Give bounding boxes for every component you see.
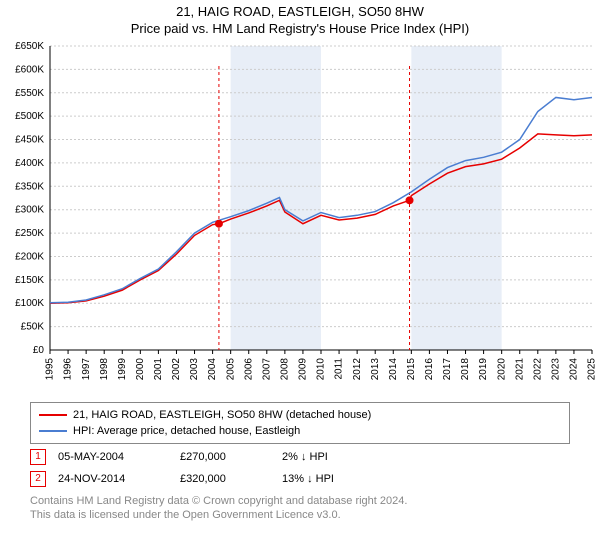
svg-text:1997: 1997 [81,357,92,380]
svg-text:2012: 2012 [352,357,363,380]
svg-text:1999: 1999 [117,357,128,380]
footer-line: This data is licensed under the Open Gov… [30,508,570,522]
svg-text:£500K: £500K [15,111,44,122]
svg-text:£350K: £350K [15,181,44,192]
svg-text:£150K: £150K [15,275,44,286]
legend-item: HPI: Average price, detached house, East… [39,423,561,439]
svg-text:2022: 2022 [532,357,543,380]
sale-row: 1 05-MAY-2004 £270,000 2% ↓ HPI [30,446,570,468]
svg-text:£600K: £600K [15,64,44,75]
sale-marker-icon: 1 [30,449,46,465]
svg-text:£200K: £200K [15,251,44,262]
svg-text:£300K: £300K [15,204,44,215]
legend-label: 21, HAIG ROAD, EASTLEIGH, SO50 8HW (deta… [73,409,371,421]
svg-text:£650K: £650K [15,41,44,52]
legend: 21, HAIG ROAD, EASTLEIGH, SO50 8HW (deta… [30,402,570,444]
sale-price: £270,000 [180,451,270,463]
sales-table: 1 05-MAY-2004 £270,000 2% ↓ HPI 2 24-NOV… [30,446,570,490]
svg-text:2013: 2013 [370,357,381,380]
svg-text:2011: 2011 [334,357,345,379]
sale-price: £320,000 [180,473,270,485]
svg-text:£100K: £100K [15,298,44,309]
svg-text:2016: 2016 [424,357,435,380]
svg-text:£50K: £50K [21,321,45,332]
svg-text:2015: 2015 [406,357,417,380]
svg-text:2025: 2025 [587,357,598,380]
sale-hpi-diff: 13% ↓ HPI [282,473,382,485]
svg-text:1995: 1995 [45,357,56,380]
sale-hpi-diff: 2% ↓ HPI [282,451,382,463]
page-subtitle: Price paid vs. HM Land Registry's House … [0,21,600,38]
svg-text:1996: 1996 [63,357,74,380]
svg-text:2000: 2000 [135,357,146,380]
svg-text:2020: 2020 [496,357,507,380]
svg-text:2010: 2010 [316,357,327,380]
legend-label: HPI: Average price, detached house, East… [73,425,300,437]
title-block: 21, HAIG ROAD, EASTLEIGH, SO50 8HW Price… [0,0,600,38]
svg-text:2007: 2007 [261,357,272,380]
svg-text:2023: 2023 [551,357,562,380]
sale-date: 05-MAY-2004 [58,451,168,463]
svg-text:2003: 2003 [189,357,200,380]
chart-container: £0 £50K £100K £150K £200K £250K £300K £350K £400… [0,38,600,398]
footer-line: Contains HM Land Registry data © Crown c… [30,494,570,508]
svg-text:2001: 2001 [153,357,164,380]
svg-text:2004: 2004 [207,357,218,380]
svg-text:2009: 2009 [298,357,309,380]
svg-text:2019: 2019 [478,357,489,380]
svg-text:2021: 2021 [514,357,525,380]
legend-swatch-property [39,414,67,416]
price-chart: £0 £50K £100K £150K £200K £250K £300K £350K £400… [0,38,600,398]
legend-item: 21, HAIG ROAD, EASTLEIGH, SO50 8HW (deta… [39,407,561,423]
footer: Contains HM Land Registry data © Crown c… [30,494,570,523]
svg-text:2018: 2018 [460,357,471,380]
svg-text:2008: 2008 [280,357,291,380]
svg-text:2005: 2005 [225,357,236,380]
svg-text:£0: £0 [33,345,45,356]
sale-row: 2 24-NOV-2014 £320,000 13% ↓ HPI [30,468,570,490]
legend-swatch-hpi [39,430,67,432]
svg-text:£450K: £450K [15,134,44,145]
svg-text:2024: 2024 [569,357,580,380]
svg-text:2017: 2017 [442,357,453,380]
svg-text:2006: 2006 [243,357,254,380]
svg-text:£550K: £550K [15,88,44,99]
page-title: 21, HAIG ROAD, EASTLEIGH, SO50 8HW [0,4,600,21]
svg-text:2014: 2014 [388,357,399,380]
svg-text:2002: 2002 [171,357,182,380]
sale-marker-icon: 2 [30,471,46,487]
svg-text:£250K: £250K [15,228,44,239]
svg-text:1998: 1998 [99,357,110,380]
sale-date: 24-NOV-2014 [58,473,168,485]
svg-text:£400K: £400K [15,158,44,169]
